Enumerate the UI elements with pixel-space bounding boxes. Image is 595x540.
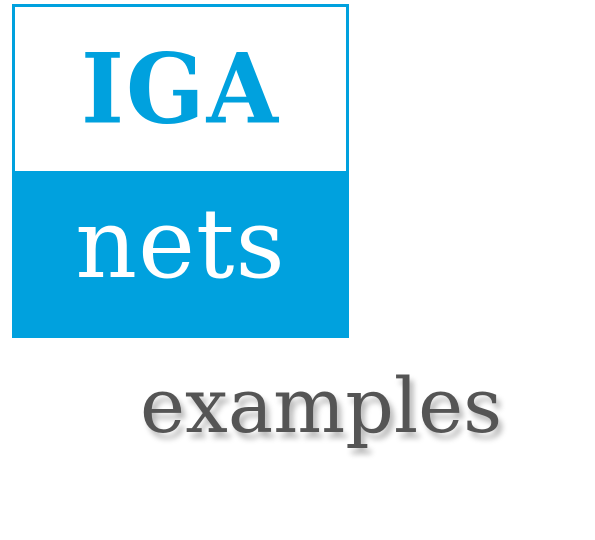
caption-examples: examples — [140, 361, 503, 450]
logo-bottom-panel: nets — [15, 171, 346, 338]
logo-text-nets: nets — [75, 187, 286, 300]
iganets-logo: IGA nets — [12, 4, 349, 338]
logo-text-iga: IGA — [81, 32, 280, 146]
logo-top-panel: IGA — [15, 7, 346, 171]
